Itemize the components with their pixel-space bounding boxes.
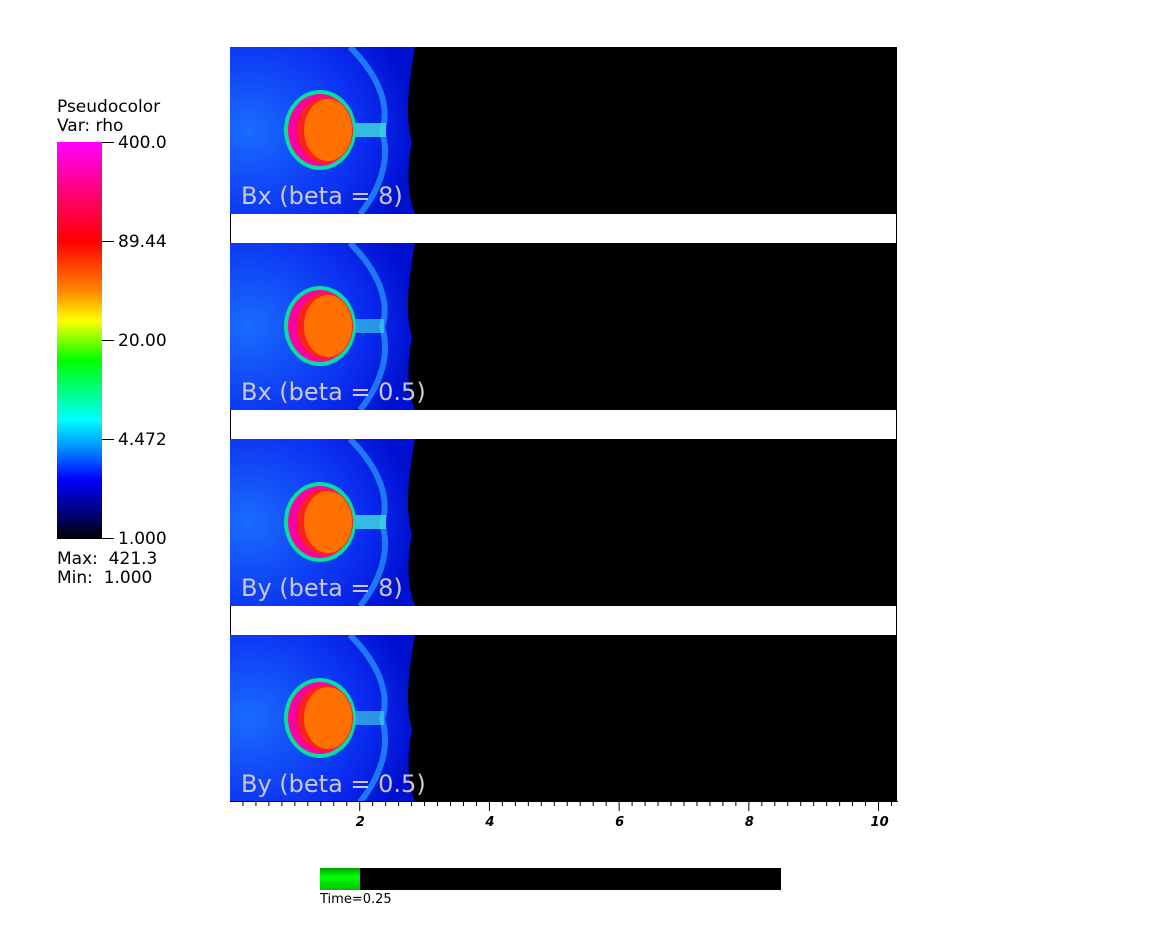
x-tick-label: 2 (355, 815, 365, 830)
x-tick-label: 6 (615, 815, 625, 830)
colorbar-label: 4.472 (118, 430, 167, 450)
panel-separator (230, 606, 897, 635)
colorbar-label: 20.00 (118, 331, 167, 351)
panel-separator (230, 214, 897, 243)
colorbar-tick (102, 439, 114, 440)
colorbar-label: 400.0 (118, 133, 167, 153)
panel-label: By (beta = 0.5) (241, 770, 426, 798)
heatmap-panel: Bx (beta = 0.5) (230, 243, 897, 410)
colorbar-tick (102, 142, 114, 143)
min-value: Min: 1.000 (57, 568, 153, 588)
panel-label: Bx (beta = 0.5) (241, 378, 426, 406)
density-field (230, 243, 415, 410)
x-axis-ticks (230, 801, 898, 811)
x-tick-label: 4 (485, 815, 495, 830)
x-tick-label: 10 (870, 815, 889, 830)
panel-label: By (beta = 8) (241, 574, 403, 602)
legend-title: Pseudocolor (57, 97, 161, 117)
legend-variable: Var: rho (57, 116, 124, 136)
colorbar-label: 89.44 (118, 232, 167, 252)
x-tick-label: 8 (744, 815, 754, 830)
colorbar-label: 1.000 (118, 529, 167, 549)
time-progress-fill (320, 868, 361, 890)
x-axis: 2 4 6 8 10 (230, 801, 898, 841)
density-field (230, 439, 415, 606)
colorbar-tick (102, 538, 114, 539)
time-progress-bar (320, 868, 781, 890)
time-label: Time=0.25 (320, 892, 392, 907)
panel-separator (230, 410, 897, 439)
heatmap-panel: Bx (beta = 8) (230, 47, 897, 214)
panel-label: Bx (beta = 8) (241, 182, 403, 210)
colorbar-tick (102, 340, 114, 341)
max-value: Max: 421.3 (57, 549, 158, 569)
colorbar (57, 142, 102, 539)
density-field (230, 635, 415, 802)
heatmap-panel: By (beta = 0.5) (230, 635, 897, 802)
heatmap-panel: By (beta = 8) (230, 439, 897, 606)
density-field (230, 47, 415, 214)
colorbar-tick (102, 241, 114, 242)
